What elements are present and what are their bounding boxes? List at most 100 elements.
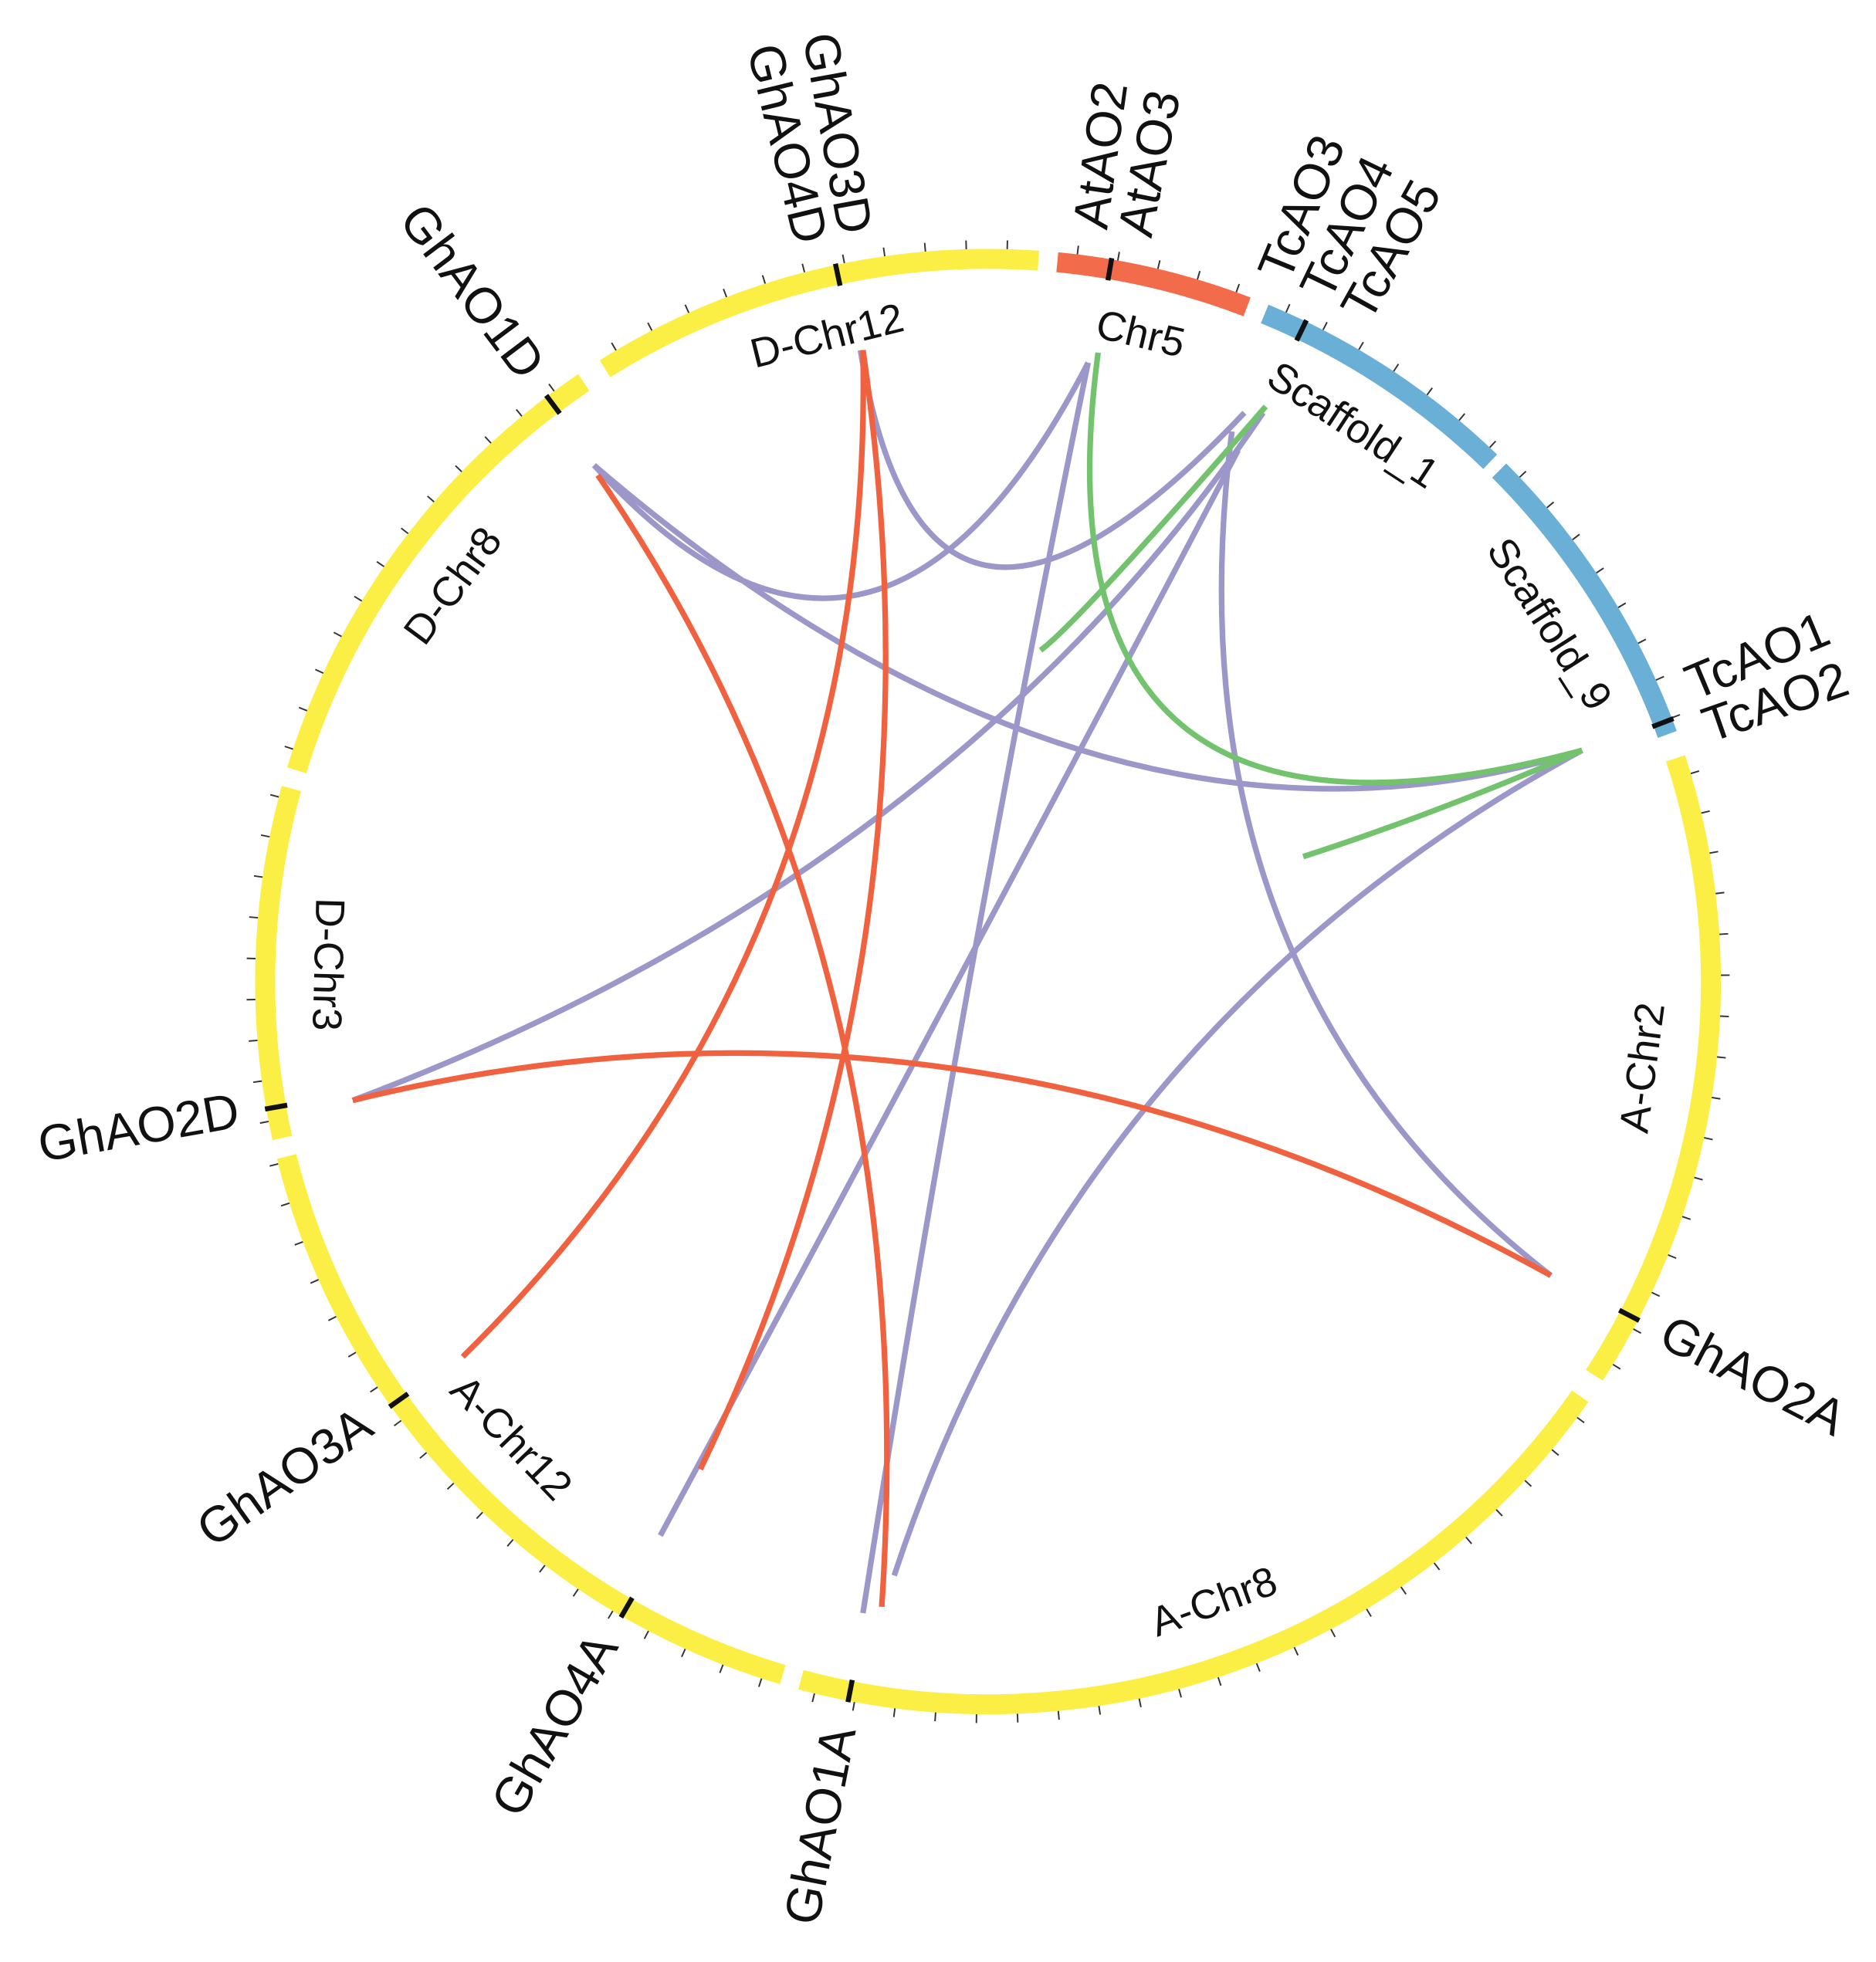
- tick: [608, 1610, 614, 1619]
- tick: [1633, 1328, 1642, 1334]
- link: [860, 362, 1091, 1614]
- tick: [1330, 1629, 1336, 1638]
- tick: [354, 595, 363, 602]
- chromosome-arc: [798, 1390, 1589, 1715]
- tick: [249, 916, 259, 919]
- tick: [376, 560, 384, 567]
- tick: [1366, 1609, 1372, 1617]
- tick: [1671, 714, 1681, 719]
- tick: [1400, 1586, 1407, 1595]
- link: [591, 361, 1091, 601]
- tick: [719, 1664, 724, 1673]
- tick: [1495, 1509, 1503, 1517]
- tick: [1322, 321, 1328, 330]
- chromosome-arc: [1261, 304, 1498, 469]
- tick: [1488, 440, 1497, 448]
- chromosome-label: Scaffold_9: [1478, 530, 1620, 719]
- tick: [1519, 470, 1527, 479]
- chromosome-arc: [1492, 463, 1677, 738]
- chromosome-arc: [276, 1154, 786, 1685]
- chromosome-arc: [1586, 755, 1722, 1381]
- tick: [1704, 1137, 1713, 1141]
- tick: [1433, 1562, 1441, 1571]
- chromosome-arc: [1056, 252, 1251, 316]
- tick: [1694, 1176, 1703, 1181]
- tick: [284, 746, 293, 750]
- tick: [1701, 810, 1710, 814]
- labels: Chr5Scaffold_1Scaffold_9A-Chr2A-Chr8A-Ch…: [34, 29, 1856, 1930]
- gene-marker: [1617, 1307, 1641, 1323]
- tick: [455, 465, 462, 472]
- tick: [1178, 1689, 1182, 1698]
- tick: [294, 1241, 303, 1246]
- link: [1038, 404, 1268, 653]
- chromosome-arc: [286, 374, 590, 773]
- link: [595, 473, 890, 1608]
- tick: [882, 247, 886, 257]
- tick: [249, 1039, 258, 1042]
- links: [351, 350, 1584, 1614]
- tick: [1057, 1710, 1060, 1720]
- tick: [333, 631, 342, 638]
- gene-label: GhAO4A: [479, 1623, 628, 1825]
- tick: [310, 1279, 319, 1284]
- tick: [1617, 602, 1627, 608]
- tick: [1524, 1480, 1532, 1487]
- chromosome-arc: [255, 786, 301, 1141]
- tick: [1426, 387, 1434, 396]
- tick: [647, 322, 653, 331]
- tick: [401, 527, 409, 535]
- tick: [1668, 1253, 1677, 1260]
- chromosome-label: Chr5: [1092, 302, 1189, 367]
- tick: [1393, 364, 1400, 372]
- tick: [1358, 341, 1364, 350]
- link: [658, 448, 1241, 1537]
- gene-marker: [388, 1392, 410, 1409]
- tick: [801, 263, 806, 272]
- gene-label: GhAO3A: [186, 1395, 382, 1558]
- gene-label: GhAO1A: [773, 1721, 866, 1929]
- tick: [1116, 252, 1120, 261]
- link: [891, 747, 1584, 1577]
- chromosome-arc: [599, 249, 1040, 377]
- tick: [427, 496, 435, 502]
- tick: [370, 1386, 378, 1393]
- tick: [1637, 638, 1647, 644]
- tick: [1596, 567, 1604, 574]
- tick: [280, 1202, 290, 1207]
- tick: [269, 1162, 279, 1167]
- tick: [1655, 675, 1664, 682]
- tick: [811, 1693, 815, 1703]
- gene-label: GhAO1D: [389, 193, 557, 389]
- tick: [1572, 533, 1580, 540]
- gene-marker: [832, 262, 843, 286]
- link: [697, 350, 889, 1471]
- chromosome-label: A-Chr2: [1611, 1000, 1674, 1136]
- chromosome-label: Scaffold_1: [1259, 353, 1447, 497]
- gene-marker: [543, 394, 562, 415]
- link: [460, 350, 866, 1359]
- link: [351, 1050, 1553, 1278]
- tick: [1156, 260, 1161, 269]
- tick: [1709, 851, 1719, 854]
- gene-marker: [1105, 257, 1115, 281]
- tick: [892, 1708, 896, 1717]
- tick: [758, 1678, 763, 1687]
- link: [1086, 352, 1583, 786]
- tick: [1576, 1416, 1585, 1424]
- tick: [572, 1588, 579, 1597]
- tick: [269, 793, 279, 798]
- tick: [643, 1630, 649, 1639]
- tick: [681, 1648, 686, 1658]
- chromosome-label: D-Chr12: [746, 295, 908, 377]
- tick: [260, 834, 270, 838]
- tick: [1690, 770, 1700, 775]
- tick: [684, 304, 690, 313]
- link: [857, 350, 1247, 570]
- tick: [327, 1315, 337, 1321]
- tick: [1465, 1536, 1472, 1544]
- tick: [761, 275, 767, 284]
- tick: [1098, 1706, 1102, 1715]
- tick: [1197, 270, 1201, 280]
- tick: [347, 1351, 357, 1358]
